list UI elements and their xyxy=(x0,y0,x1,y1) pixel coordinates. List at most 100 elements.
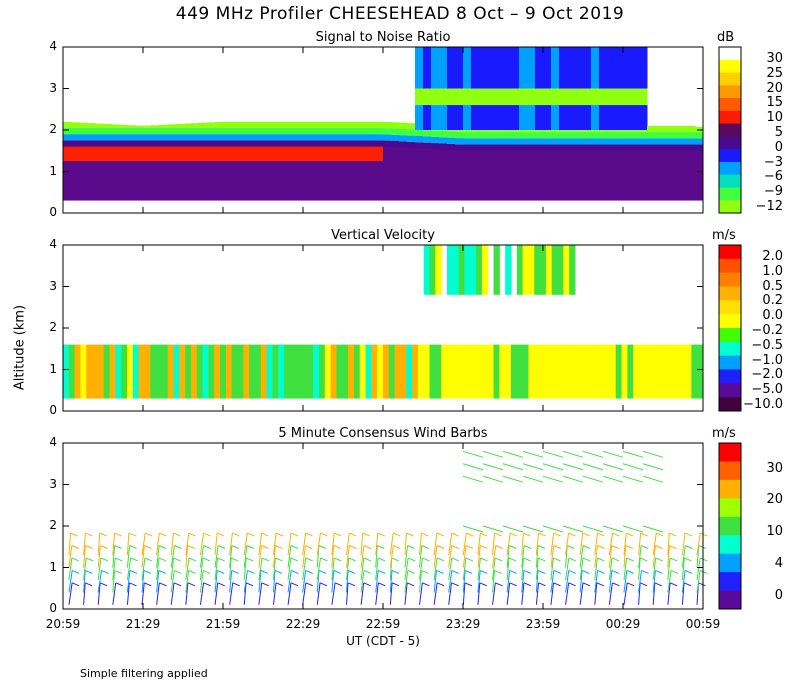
wind-barb xyxy=(538,557,546,562)
colorbar-swatch xyxy=(719,498,741,518)
vv-cell xyxy=(493,344,500,399)
snr-cell xyxy=(175,140,184,147)
wind-barb xyxy=(302,582,307,605)
wind-barb xyxy=(389,545,394,568)
snr-cell xyxy=(343,134,352,141)
wind-barb xyxy=(681,532,686,556)
wind-barb xyxy=(681,545,686,568)
wind-barb xyxy=(144,557,153,562)
wind-barb xyxy=(232,532,240,537)
snr-cell xyxy=(231,127,240,135)
snr-cell xyxy=(183,146,192,201)
vv-cell xyxy=(528,344,535,399)
wind-barb xyxy=(553,569,562,574)
vv-cell xyxy=(324,344,332,399)
wind-barb xyxy=(477,570,481,593)
colorbar-tick-label: 1.0 xyxy=(762,263,783,279)
y-tick-label: 4 xyxy=(49,435,57,449)
wind-barb xyxy=(523,532,531,537)
colorbar-tick-label: 30 xyxy=(766,50,783,66)
snr-cell xyxy=(559,138,568,145)
snr-cell xyxy=(503,150,512,201)
wind-barb xyxy=(112,557,116,581)
snr-cell xyxy=(631,144,640,151)
wind-barb xyxy=(345,532,350,556)
colorbar-swatch xyxy=(719,187,741,201)
wind-barb xyxy=(246,545,255,549)
wind-barb xyxy=(522,475,544,483)
snr-cell xyxy=(191,140,200,147)
snr-cell xyxy=(127,144,136,162)
snr-cell xyxy=(671,125,680,133)
snr-cell xyxy=(279,144,288,162)
wind-barb xyxy=(480,545,488,549)
wind-barb xyxy=(141,545,145,568)
snr-cell xyxy=(207,144,216,162)
wind-barb xyxy=(523,582,532,587)
wind-barb xyxy=(287,557,292,581)
wind-barb xyxy=(448,570,453,593)
snr-cell xyxy=(311,146,320,201)
snr-cell xyxy=(207,122,216,128)
wind-barb xyxy=(626,557,634,562)
wind-barb xyxy=(494,557,503,562)
vv-cell xyxy=(598,344,605,399)
wind-barb xyxy=(506,582,511,605)
vv-cell xyxy=(371,344,378,399)
snr-cell xyxy=(135,146,144,201)
vv-cell xyxy=(365,344,372,399)
snr-cell xyxy=(383,134,392,141)
wind-barb xyxy=(188,557,197,562)
snr-cell xyxy=(543,138,552,145)
snr-cell xyxy=(175,127,184,135)
wind-barb xyxy=(243,557,247,580)
wind-barb xyxy=(640,545,649,549)
snr-cell xyxy=(191,127,200,135)
snr-cell xyxy=(223,140,232,147)
wind-barb xyxy=(562,463,584,471)
vv-cell xyxy=(679,344,687,399)
wind-barb xyxy=(243,545,248,568)
snr-cell xyxy=(375,127,384,135)
wind-barb xyxy=(68,570,73,593)
wind-barb xyxy=(550,582,555,605)
wind-barb xyxy=(316,570,320,593)
snr-cell xyxy=(327,127,336,135)
colorbar-tick-label: 20 xyxy=(766,80,783,96)
snr-cell xyxy=(343,127,352,135)
colorbar-tick-label: −0.2 xyxy=(751,322,783,338)
snr-cell xyxy=(231,146,240,201)
snr-cell xyxy=(583,150,592,201)
wind-barb xyxy=(667,570,672,593)
snr-cell xyxy=(247,121,256,128)
snr-cell xyxy=(87,127,96,135)
vv-cell xyxy=(63,344,70,399)
wind-barb xyxy=(100,545,108,549)
snr-cell xyxy=(391,134,400,141)
x-tick-label: 23:59 xyxy=(525,617,561,631)
wind-barb xyxy=(347,582,356,587)
snr-cell xyxy=(223,144,232,162)
vv-cell xyxy=(417,344,425,399)
colorbar-swatch xyxy=(719,516,741,536)
wind-barb xyxy=(550,570,555,593)
snr-cell xyxy=(471,144,480,151)
wind-barb xyxy=(623,532,627,556)
x-tick-label: 21:59 xyxy=(205,617,241,631)
snr-cell xyxy=(343,146,352,201)
snr-cell xyxy=(303,134,312,141)
wind-barb xyxy=(126,545,131,568)
wind-barb xyxy=(85,545,93,549)
vv-cell xyxy=(569,344,576,399)
wind-barb xyxy=(229,582,234,605)
colorbar-swatch xyxy=(719,300,741,315)
y-tick-label: 3 xyxy=(49,476,57,491)
wind-barb xyxy=(506,570,511,593)
colorbar-tick-label: 10 xyxy=(766,110,783,126)
wind-barb xyxy=(508,557,517,562)
wind-barb xyxy=(482,475,504,483)
snr-cell xyxy=(607,150,616,201)
vv-cell xyxy=(243,344,250,399)
snr-cell xyxy=(535,138,544,145)
wind-barb xyxy=(553,582,561,587)
